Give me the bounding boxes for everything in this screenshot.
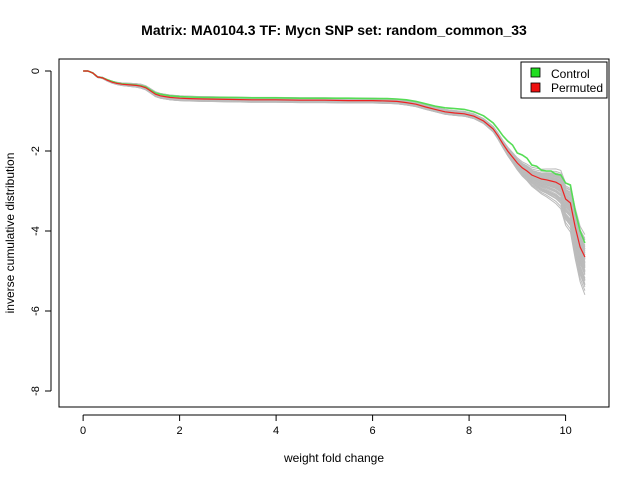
y-axis: 0 -2 -4 -6 -8 xyxy=(30,68,52,396)
x-tick-label: 8 xyxy=(466,425,472,437)
y-tick-label: 0 xyxy=(30,68,42,74)
x-tick-label: 4 xyxy=(273,425,279,437)
y-tick-label: -4 xyxy=(30,226,42,236)
series-lines xyxy=(83,70,586,258)
y-tick-label: -6 xyxy=(30,306,42,316)
permutation-line xyxy=(83,70,586,260)
x-axis: 0 2 4 6 8 10 xyxy=(80,414,572,437)
legend-label-permuted: Permuted xyxy=(551,81,603,95)
plot-frame xyxy=(58,58,610,408)
x-tick-label: 0 xyxy=(80,425,86,437)
legend-swatch-control xyxy=(530,67,541,78)
y-tick-label: -2 xyxy=(30,146,42,156)
x-tick-label: 10 xyxy=(559,425,571,437)
permutation-line xyxy=(83,70,586,288)
legend: Control Permuted xyxy=(520,61,608,99)
permutation-lines xyxy=(83,70,586,295)
permutation-line xyxy=(83,70,586,271)
permutation-line xyxy=(83,70,586,295)
y-axis-label: inverse cumulative distribution xyxy=(3,153,17,314)
x-axis-label: weight fold change xyxy=(283,451,384,465)
y-tick-label: -8 xyxy=(30,386,42,396)
legend-swatch-permuted xyxy=(530,82,541,93)
x-tick-label: 6 xyxy=(370,425,376,437)
x-tick-label: 2 xyxy=(177,425,183,437)
chart-title: Matrix: MA0104.3 TF: Mycn SNP set: rando… xyxy=(141,22,527,38)
legend-label-control: Control xyxy=(551,67,590,81)
series-line-permuted xyxy=(83,70,586,258)
permutation-line xyxy=(83,70,586,291)
